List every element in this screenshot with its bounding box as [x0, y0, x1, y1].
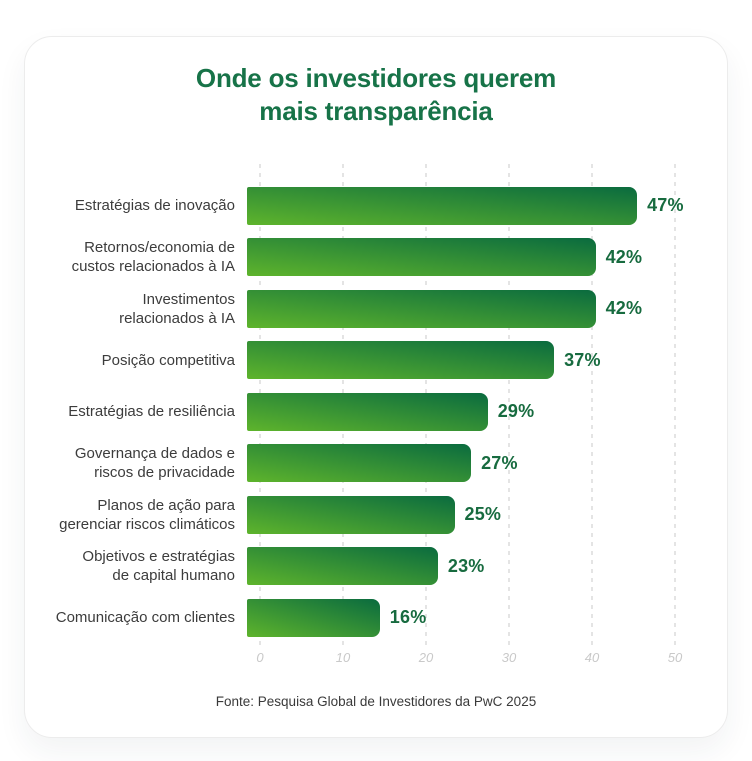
bar-row: Comunicação com clientes 16%: [25, 592, 727, 644]
bar: [247, 444, 472, 483]
bar-row: Objetivos e estratégias de capital human…: [25, 541, 727, 593]
bar-track: 25%: [247, 495, 727, 534]
x-tick-label: 30: [501, 649, 517, 665]
bar: [247, 598, 380, 637]
bar-track: 42%: [247, 238, 727, 277]
bar-row: Estratégias de inovação 47%: [25, 180, 727, 232]
value-label: 23%: [447, 555, 485, 576]
bar-track: 42%: [247, 289, 727, 328]
infographic-card: Onde os investidores querem mais transpa…: [24, 36, 728, 738]
bar-row: Estratégias de resiliência 29%: [25, 386, 727, 438]
category-label: Planos de ação para gerenciar riscos cli…: [59, 496, 235, 533]
x-tick-label: 40: [584, 649, 600, 665]
bar: [247, 547, 438, 586]
category-label: Governança de dados e riscos de privacid…: [74, 445, 235, 482]
value-label: 25%: [464, 504, 502, 525]
bar-row: Investimentos relacionados à IA 42%: [25, 283, 727, 335]
value-label: 47%: [647, 195, 684, 216]
bar-row: Posição competitiva 37%: [25, 335, 727, 387]
value-label: 42%: [605, 246, 643, 267]
bar-row: Governança de dados e riscos de privacid…: [25, 438, 727, 490]
bar: [247, 341, 555, 380]
value-label: 27%: [481, 452, 518, 473]
chart-title: Onde os investidores querem mais transpa…: [25, 62, 727, 128]
x-axis: 0 10 20 30 40 50: [256, 646, 727, 670]
category-label: Objetivos e estratégias de capital human…: [82, 548, 235, 585]
bar-track: 27%: [247, 444, 727, 483]
x-tick-label: 0: [256, 649, 264, 665]
bar: [247, 495, 455, 534]
bar-track: 23%: [247, 547, 727, 586]
category-label: Retornos/economia de custos relacionados…: [71, 239, 235, 276]
chart-rows: Estratégias de inovação 47% Retornos/eco…: [25, 180, 727, 644]
bar-track: 16%: [247, 598, 727, 637]
value-label: 37%: [564, 349, 601, 370]
chart-title-line1: Onde os investidores querem: [195, 63, 557, 93]
bar: [247, 238, 596, 277]
source-note: Fonte: Pesquisa Global de Investidores d…: [215, 693, 537, 709]
bar-row: Planos de ação para gerenciar riscos cli…: [25, 489, 727, 541]
bar: [247, 289, 596, 328]
category-label: Comunicação com clientes: [55, 609, 235, 627]
category-label: Estratégias de inovação: [74, 197, 235, 215]
value-label: 29%: [497, 401, 535, 422]
x-tick-label: 50: [667, 649, 683, 665]
chart-title-line2: mais transparência: [259, 96, 493, 127]
category-label: Posição competitiva: [101, 351, 235, 369]
value-label: 42%: [605, 298, 643, 319]
category-label: Investimentos relacionados à IA: [119, 290, 235, 327]
bar-track: 47%: [247, 186, 727, 225]
x-tick-label: 20: [418, 649, 434, 665]
bar: [247, 186, 638, 225]
bar: [247, 392, 488, 431]
bar-chart: Estratégias de inovação 47% Retornos/eco…: [25, 164, 727, 670]
value-label: 16%: [389, 607, 427, 628]
bar-track: 29%: [247, 392, 727, 431]
bar-track: 37%: [247, 341, 727, 380]
x-tick-label: 10: [335, 649, 351, 665]
bar-row: Retornos/economia de custos relacionados…: [25, 232, 727, 284]
category-label: Estratégias de resiliência: [68, 403, 235, 421]
